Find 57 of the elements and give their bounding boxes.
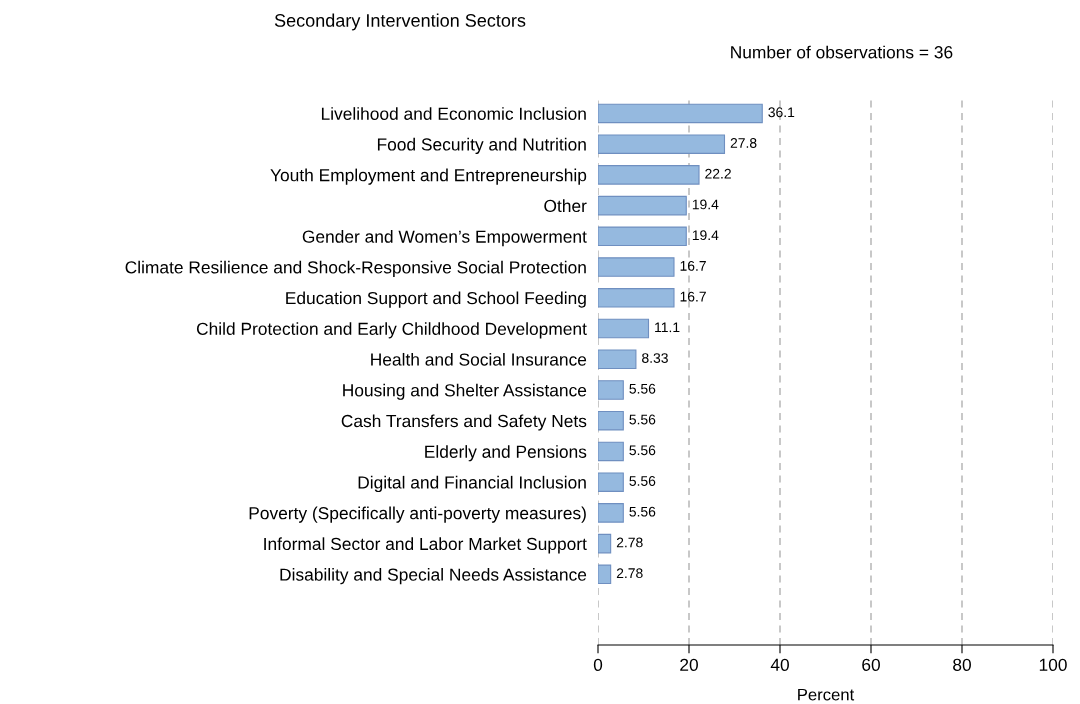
bar (598, 564, 612, 585)
y-tick-label: Disability and Special Needs Assistance (280, 568, 587, 585)
bar (598, 441, 624, 462)
data-label: 16.7 (680, 260, 706, 271)
bar (598, 288, 675, 308)
data-label: 2.78 (616, 537, 643, 548)
y-tick-label: Informal Sector and Labor Market Support (264, 537, 587, 554)
bar (598, 349, 637, 370)
data-label: 16.7 (680, 291, 706, 302)
data-label: 19.4 (692, 230, 719, 241)
data-label: 11.1 (655, 322, 680, 333)
data-label: 2.78 (616, 568, 643, 579)
bar (598, 165, 700, 185)
x-tick-label: 0 (593, 658, 603, 671)
bar (598, 472, 624, 492)
bar (598, 226, 687, 247)
data-label: 8.33 (642, 353, 668, 363)
bar (598, 410, 624, 431)
x-axis-title: Percent (798, 688, 855, 701)
x-tick-label: 40 (770, 658, 789, 671)
y-tick-label: Livelihood and Economic Inclusion (321, 107, 586, 120)
data-label: 19.4 (692, 199, 719, 210)
y-tick-label: Youth Employment and Entrepreneurship (270, 168, 587, 185)
data-label: 36.1 (768, 107, 795, 118)
bar (598, 380, 624, 400)
y-tick-label: Housing and Shelter Assistance (343, 383, 587, 400)
data-label: 22.2 (705, 168, 731, 179)
text: Number of observations = 36 (731, 45, 953, 59)
data-label: 27.8 (730, 138, 757, 148)
data-label: 5.56 (629, 476, 656, 486)
y-tick-label: Digital and Financial Inclusion (358, 475, 586, 493)
text: Secondary Intervention Sectors (274, 13, 526, 31)
bar (598, 257, 675, 277)
bar (598, 134, 726, 154)
y-tick-label: Food Security and Nutrition (377, 137, 586, 155)
x-tick-label: 80 (953, 658, 971, 671)
bar (598, 318, 650, 339)
y-tick-label: Health and Social Insurance (371, 352, 587, 366)
y-tick-label: Elderly and Pensions (425, 445, 587, 462)
bar (598, 103, 763, 124)
x-tick-label: 100 (1039, 658, 1067, 671)
y-tick-label: Cash Transfers and Safety Nets (341, 414, 587, 431)
y-tick-label: Other (544, 199, 587, 213)
x-tick-label: 60 (862, 658, 880, 671)
data-label: 5.56 (629, 383, 656, 394)
y-tick-label: Gender and Women’s Empowerment (302, 230, 587, 247)
data-label: 5.56 (629, 506, 656, 517)
bar (598, 533, 612, 554)
data-label: 5.56 (629, 445, 656, 456)
bar (598, 503, 624, 523)
y-tick-label: Poverty (Specifically anti-poverty measures) (249, 506, 586, 523)
y-tick-label: Education Support and School Feeding (286, 291, 586, 308)
x-tick-label: 20 (680, 658, 698, 671)
y-tick-label: Climate Resilience and Shock-Responsive Social Protection (125, 260, 586, 277)
bar (598, 195, 687, 216)
data-label: 5.56 (629, 414, 656, 425)
y-tick-label: Child Protection and Early Childhood Development (196, 322, 587, 339)
